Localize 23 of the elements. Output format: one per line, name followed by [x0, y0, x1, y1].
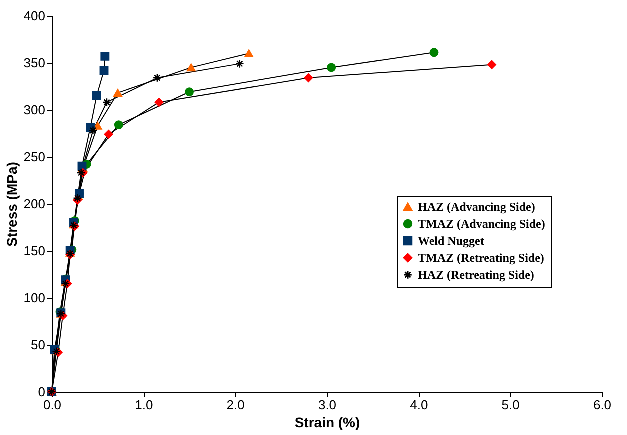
y-tick-label: 100 — [24, 290, 46, 306]
y-tick-label: 250 — [24, 150, 46, 164]
y-tick-label: 50 — [31, 338, 46, 352]
x-tick-label: 2.0 — [226, 398, 245, 412]
y-tick-label: 150 — [24, 244, 46, 258]
y-tick-label: 300 — [24, 102, 46, 118]
legend-label: Weld Nugget — [418, 234, 484, 248]
y-tick-label: 200 — [24, 196, 46, 212]
x-tick-label: 3.0 — [318, 398, 337, 412]
legend-label: TMAZ (Advancing Side) — [418, 217, 546, 231]
x-tick-label: 6.0 — [593, 398, 612, 412]
x-axis-title: Strain (%) — [294, 414, 360, 430]
x-tick-label: 1.0 — [135, 398, 154, 412]
x-tick-label: 5.0 — [502, 398, 520, 412]
y-axis-title: Stress (MPa) — [4, 162, 20, 247]
x-tick-label: 0.0 — [43, 398, 62, 412]
y-tick-label: 400 — [24, 8, 46, 24]
legend-label: HAZ (Advancing Side) — [418, 200, 536, 214]
y-tick-label: 350 — [24, 56, 46, 70]
y-tick-label: 0 — [38, 384, 46, 400]
x-tick-label: 4.0 — [410, 398, 428, 412]
legend-label: HAZ (Retreating Side) — [418, 268, 534, 282]
legend-label: TMAZ (Retreating Side) — [418, 251, 544, 265]
